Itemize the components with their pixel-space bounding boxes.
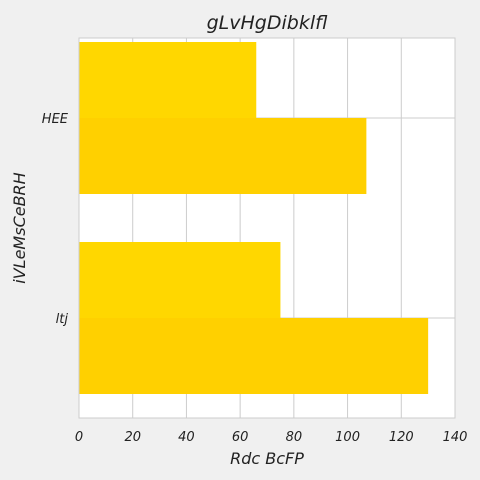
y-tick-labels: HEE ltj — [42, 112, 69, 327]
x-tick-label: 140 — [443, 430, 468, 445]
bar-HEE-series-2 — [79, 118, 367, 194]
y-tick-label: ltj — [56, 312, 69, 327]
x-tick-labels: 0 20 40 60 80 100 120 140 — [75, 430, 468, 445]
x-axis-label: Rdc BcFP — [230, 449, 304, 468]
bars — [79, 42, 429, 394]
y-tick-label: HEE — [42, 112, 69, 127]
x-tick-label: 60 — [232, 430, 249, 445]
x-tick-label: 120 — [389, 430, 414, 445]
bar-ltj-series-1 — [79, 242, 281, 318]
x-tick-label: 40 — [178, 430, 195, 445]
y-axis-label: iVLeMsCeBRH — [10, 172, 29, 283]
chart-title: gLvHgDibklfl — [207, 12, 328, 34]
plot-frame — [78, 37, 456, 419]
x-tick-label: 0 — [75, 430, 83, 445]
bar-ltj-series-2 — [79, 318, 429, 394]
x-tick-label: 20 — [124, 430, 141, 445]
x-tick-label: 100 — [335, 430, 360, 445]
bar-HEE-series-1 — [79, 42, 257, 118]
x-tick-label: 80 — [286, 430, 303, 445]
